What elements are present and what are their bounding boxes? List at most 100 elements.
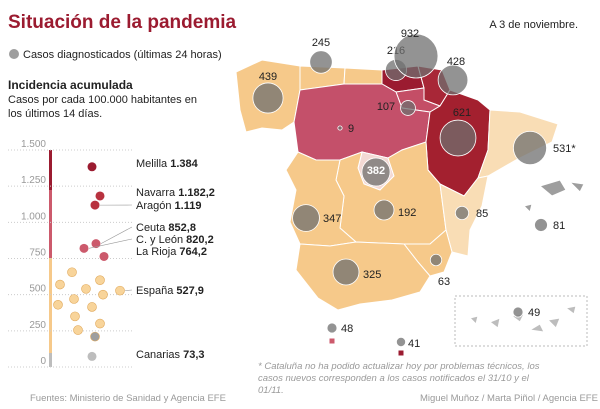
region-name: La Rioja (136, 246, 177, 258)
melilla (397, 349, 405, 357)
region-name: Ceuta (136, 222, 166, 234)
legend-symbol (9, 49, 19, 59)
date: A 3 de noviembre. (489, 19, 578, 31)
case-bubble (326, 322, 338, 334)
bubble-label: 107 (377, 101, 395, 113)
bubble-label: 439 (259, 71, 277, 83)
region-dot (87, 302, 97, 312)
case-bubble (534, 218, 548, 232)
bubble-label: 932 (401, 28, 419, 40)
region-name: C. y León (136, 234, 183, 246)
case-bubble (454, 205, 470, 221)
dot-label: Aragón 1.119 (136, 200, 201, 212)
bubble-label: 48 (341, 323, 353, 335)
region-dot (87, 351, 97, 361)
region-dot (87, 162, 97, 172)
case-bubble (252, 82, 284, 114)
bubble-label: 382 (367, 165, 385, 177)
region (523, 203, 533, 213)
dot-label: La Rioja 764,2 (136, 246, 207, 258)
tick-label: 1.500 (21, 139, 46, 150)
region-dot (115, 285, 125, 296)
region-dot (95, 191, 105, 201)
region-dot (69, 294, 79, 304)
case-bubble (512, 306, 524, 318)
region (568, 181, 585, 193)
dot-label: Canarias 73,3 (136, 349, 205, 361)
case-bubble (513, 131, 547, 165)
bubble-label: 63 (438, 276, 450, 288)
value-label: 1.182,2 (178, 187, 215, 199)
leader (88, 238, 133, 249)
footnote: * Cataluña no ha podido actualizar hoy p… (258, 361, 540, 396)
region-name: Canarias (136, 349, 181, 361)
canary-inset (454, 295, 588, 347)
dot-label: España 527,9 (136, 285, 204, 297)
region (295, 241, 431, 311)
region-dot (98, 289, 108, 300)
dot-label: Navarra 1.182,2 (136, 187, 215, 199)
region-dot (90, 331, 100, 342)
case-bubble (309, 50, 333, 74)
scale-bar (49, 353, 52, 367)
bubble-label: 49 (528, 307, 540, 319)
bubble-label: 621 (453, 107, 471, 119)
region-dot (67, 267, 77, 278)
scale-bar (49, 190, 52, 258)
bubble-label: 245 (312, 37, 330, 49)
region-dot (55, 279, 65, 290)
value-label: 764,2 (179, 246, 207, 258)
bubble-label: 85 (476, 208, 488, 220)
region (343, 67, 383, 85)
bubble-label: 325 (363, 269, 381, 281)
tick-label: 1.000 (21, 211, 46, 222)
leader (100, 226, 133, 244)
tick-label: 0 (40, 356, 46, 367)
value-label: 1.119 (175, 200, 202, 212)
case-bubble (437, 64, 469, 96)
case-bubble (400, 100, 416, 116)
legend-label: Casos diagnosticados (últimas 24 horas) (23, 49, 222, 61)
region-name: Melilla (136, 158, 168, 170)
value-label: 527,9 (176, 285, 204, 297)
region-dot (73, 325, 83, 335)
scale-bar (49, 150, 52, 190)
tick-label: 1.250 (21, 175, 46, 186)
region-dot (70, 311, 80, 322)
bubble-label: 531* (553, 143, 576, 155)
tick-label: 500 (29, 284, 46, 295)
region-dot (90, 200, 100, 210)
case-bubble (332, 258, 360, 286)
region-dot (95, 318, 105, 329)
case-bubble (337, 125, 343, 131)
region-dot (95, 275, 105, 286)
leader (124, 289, 133, 291)
ceuta (328, 337, 336, 345)
case-bubble (429, 253, 443, 267)
case-bubble (361, 157, 391, 187)
value-label: 73,3 (183, 349, 204, 361)
bubble-label: 81 (553, 220, 565, 232)
region-name: España (136, 285, 174, 297)
dot-label: C. y León 820,2 (136, 234, 214, 246)
scale-bar (49, 258, 52, 353)
bubble-label: 428 (447, 56, 465, 68)
tick-label: 250 (29, 320, 46, 331)
region (538, 179, 567, 197)
case-bubble (439, 119, 477, 157)
case-bubble (292, 204, 320, 232)
dot-label: Ceuta 852,8 (136, 222, 196, 234)
title: Situación de la pandemia (8, 12, 236, 33)
value-label: 820,2 (186, 234, 214, 246)
value-label: 1.384 (170, 158, 198, 170)
region-dot (81, 284, 91, 294)
panel-subtitle: Casos por cada 100.000 habitantes en los… (8, 94, 197, 120)
credit: Miguel Muñoz / Marta Piñol / Agencia EFE (420, 393, 598, 404)
region (469, 305, 577, 333)
region-name: Aragón (136, 200, 171, 212)
region-dot (99, 251, 109, 261)
bubble-label: 41 (408, 338, 420, 350)
value-label: 852,8 (168, 222, 196, 234)
